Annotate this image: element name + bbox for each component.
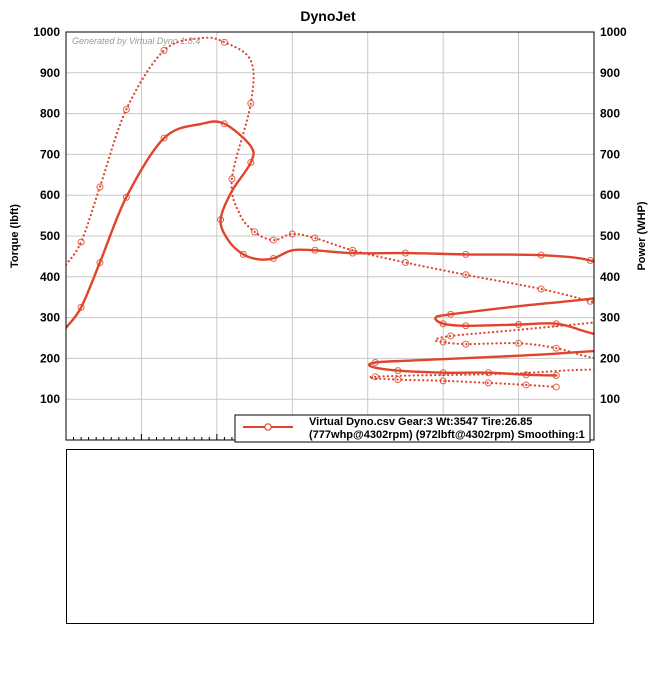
power-point-marker: [269, 254, 277, 262]
y-tick-label-right: 400: [600, 270, 620, 284]
y-tick-label-right: 200: [600, 351, 620, 365]
y-tick-label-right: 600: [600, 188, 620, 202]
watermark: Generated by Virtual Dyno 1.8.4: [72, 36, 200, 46]
power-point-marker: [447, 310, 455, 318]
torque-point-marker: [484, 379, 492, 387]
power-line: [66, 120, 594, 377]
chart-grid: [66, 31, 594, 440]
y-tick-label-left: 900: [40, 66, 60, 80]
torque-line: [66, 36, 594, 389]
power-point-marker: [394, 367, 402, 375]
power-point-marker: [371, 358, 379, 366]
torque-point-marker: [220, 38, 228, 46]
y-tick-label-right: 500: [600, 229, 620, 243]
power-point-marker: [160, 134, 168, 142]
torque-point-marker: [586, 297, 594, 305]
power-point-marker: [522, 371, 530, 379]
torque-point-marker: [522, 381, 530, 389]
y-tick-label-left: 400: [40, 270, 60, 284]
power-point-marker: [552, 372, 560, 380]
torque-point-marker: [537, 285, 545, 293]
power-point-marker: [239, 250, 247, 258]
power-point-marker: [96, 259, 104, 267]
torque-point-marker: [251, 228, 259, 236]
power-point-marker: [77, 303, 85, 311]
torque-point-marker: [269, 236, 277, 244]
y-tick-label-right: 100: [600, 392, 620, 406]
y-tick-label-left: 500: [40, 229, 60, 243]
y-tick-label-right: 700: [600, 147, 620, 161]
torque-point-marker: [462, 271, 470, 279]
torque-point-marker: [160, 46, 168, 54]
y-tick-label-right: 800: [600, 107, 620, 121]
legend-box: [234, 414, 591, 443]
torque-point-marker: [462, 340, 470, 348]
torque-point-marker: [77, 238, 85, 246]
power-point-marker: [537, 251, 545, 259]
y-axis-left-ticks: 100 200 300 400 500 600 700 800 900 1000: [33, 25, 60, 406]
chart-title: DynoJet: [300, 8, 356, 24]
series-layer: [66, 36, 594, 391]
power-point-marker: [247, 159, 255, 167]
power-point-marker: [122, 193, 130, 201]
power-point-marker: [462, 322, 470, 330]
y-tick-label-right: 1000: [600, 25, 627, 39]
torque-point-marker: [122, 106, 130, 114]
y-tick-label-left: 200: [40, 351, 60, 365]
power-point-marker: [462, 250, 470, 258]
y-tick-label-left: 1000: [33, 25, 60, 39]
torque-point-marker: [247, 99, 255, 107]
y-axis-right-ticks: 100 200 300 400 500 600 700 800 900 1000: [600, 25, 627, 406]
power-point-marker: [586, 256, 594, 264]
y-tick-label-left: 100: [40, 392, 60, 406]
y-tick-label-left: 700: [40, 147, 60, 161]
torque-point-marker: [349, 246, 357, 254]
lower-panel: [66, 449, 594, 624]
legend-text-line1: Virtual Dyno.csv Gear:3 Wt:3547 Tire:26.…: [309, 416, 532, 428]
torque-point-marker: [439, 338, 447, 346]
torque-point-marker: [394, 376, 402, 384]
torque-point-marker: [439, 377, 447, 385]
torque-point-marker: [371, 373, 379, 381]
torque-point-marker: [552, 383, 560, 391]
torque-point-marker: [515, 339, 523, 347]
torque-point-marker: [447, 332, 455, 340]
series-group: [66, 36, 594, 391]
power-point-marker: [217, 216, 225, 224]
torque-point-marker: [288, 230, 296, 238]
y-tick-label-left: 800: [40, 107, 60, 121]
legend-text-line2: (777whp@4302rpm) (972lbft@4302rpm) Smoot…: [309, 429, 585, 441]
power-point-marker: [439, 320, 447, 328]
legend: Virtual Dyno.csv Gear:3 Wt:3547 Tire:26.…: [234, 414, 591, 443]
power-point-marker: [220, 120, 228, 128]
legend-marker: [264, 423, 272, 431]
y-tick-label-left: 300: [40, 311, 60, 325]
torque-point-marker: [552, 344, 560, 352]
y-axis-right-label: Power (WHP): [636, 201, 648, 270]
power-point-marker: [311, 246, 319, 254]
power-point-marker: [484, 369, 492, 377]
y-axis-left-label: Torque (lbft): [9, 204, 21, 268]
torque-point-marker: [311, 234, 319, 242]
power-point-marker: [515, 321, 523, 329]
power-point-marker: [401, 249, 409, 257]
y-tick-label-left: 600: [40, 188, 60, 202]
y-tick-label-right: 300: [600, 311, 620, 325]
torque-point-marker: [228, 175, 236, 183]
torque-point-marker: [96, 183, 104, 191]
torque-point-marker: [401, 259, 409, 267]
y-tick-label-right: 900: [600, 66, 620, 80]
